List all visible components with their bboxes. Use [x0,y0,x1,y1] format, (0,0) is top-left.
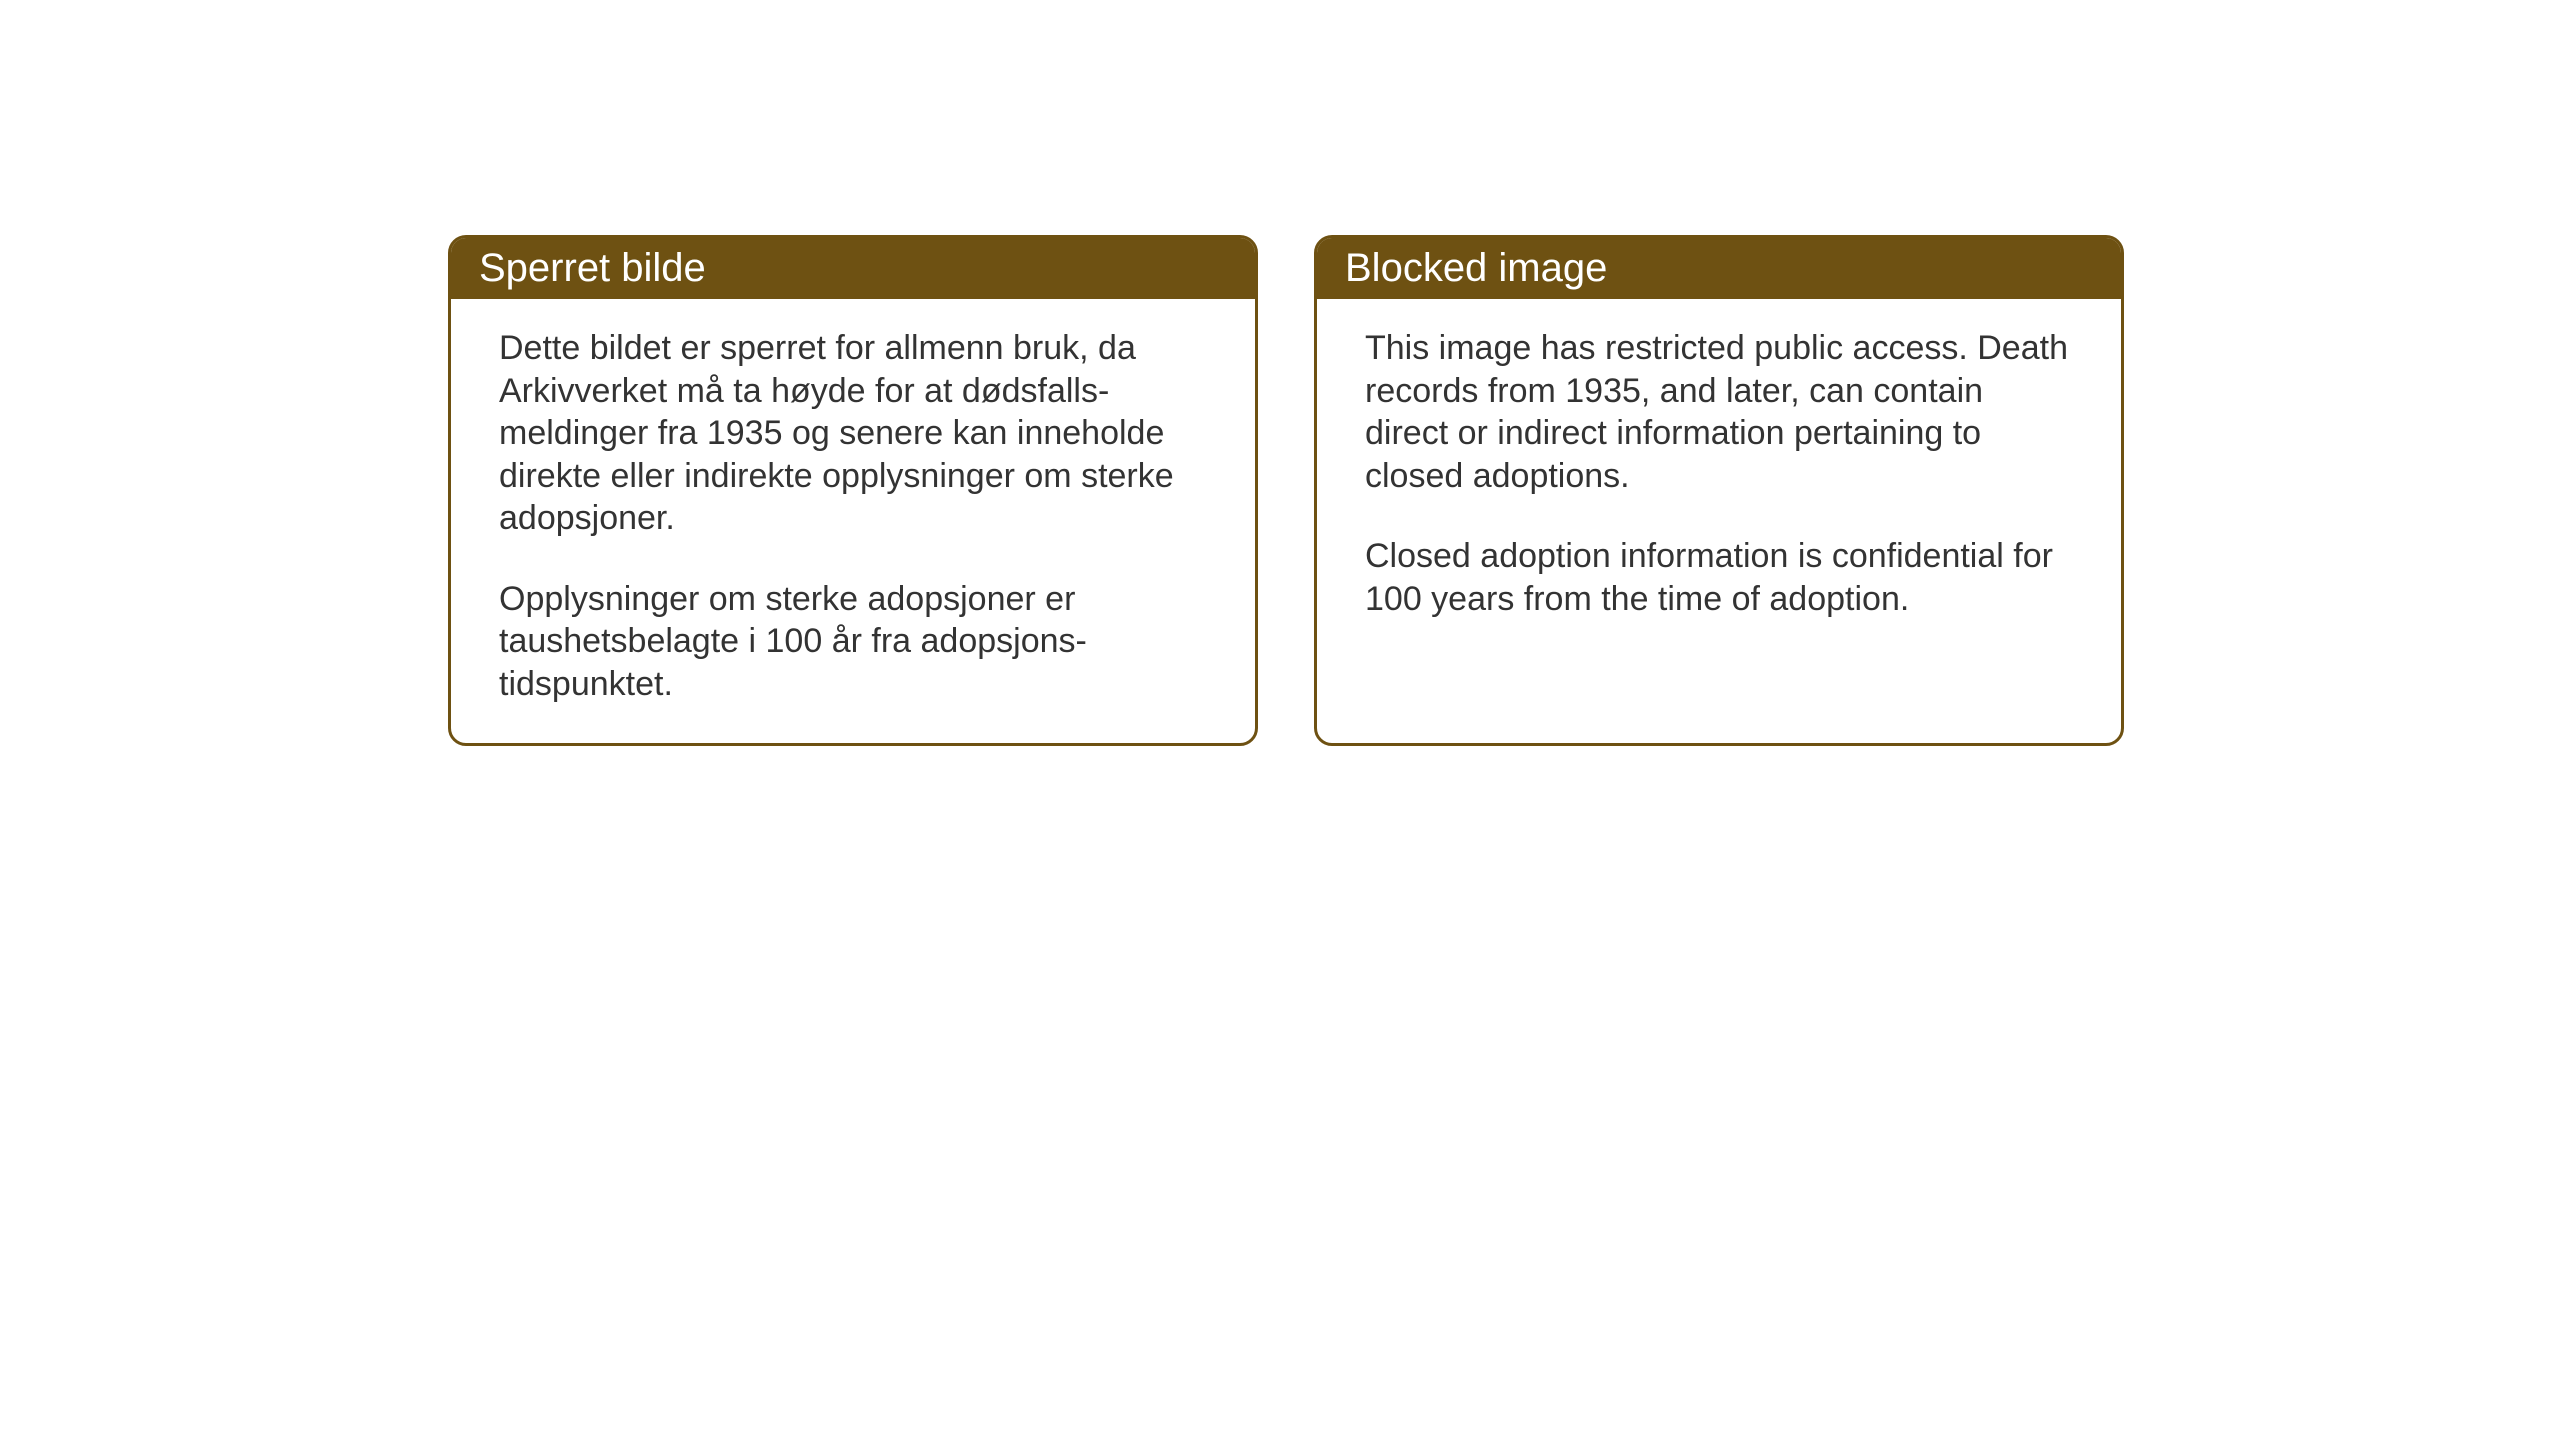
notice-body-norwegian: Dette bildet er sperret for allmenn bruk… [451,299,1255,743]
notice-paragraph-2-norwegian: Opplysninger om sterke adopsjoner er tau… [499,578,1207,706]
notice-paragraph-1-norwegian: Dette bildet er sperret for allmenn bruk… [499,327,1207,540]
notice-card-norwegian: Sperret bilde Dette bildet er sperret fo… [448,235,1258,746]
notice-card-english: Blocked image This image has restricted … [1314,235,2124,746]
notice-paragraph-2-english: Closed adoption information is confident… [1365,535,2073,620]
notice-paragraph-1-english: This image has restricted public access.… [1365,327,2073,497]
notice-title-english: Blocked image [1345,246,1607,290]
notice-title-norwegian: Sperret bilde [479,246,706,290]
notice-header-english: Blocked image [1317,238,2121,299]
notice-body-english: This image has restricted public access.… [1317,299,2121,658]
notice-header-norwegian: Sperret bilde [451,238,1255,299]
notice-container: Sperret bilde Dette bildet er sperret fo… [448,235,2124,746]
